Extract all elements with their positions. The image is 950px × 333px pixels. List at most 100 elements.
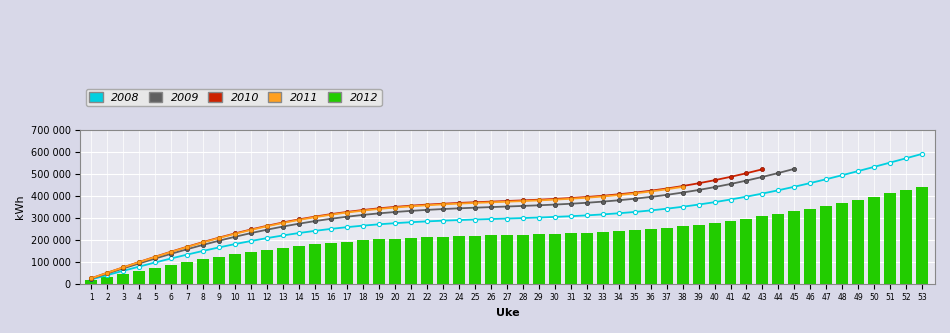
2010 [294,217,305,221]
2009 [118,266,129,270]
2011 [502,200,513,204]
Bar [229,254,241,284]
2010 [517,198,528,202]
2010 [277,220,289,224]
2011 [310,215,321,219]
2009 [102,271,113,275]
2011 [181,245,193,249]
2009 [310,219,321,223]
Bar [102,277,113,284]
2011 [533,198,544,202]
2010 [230,231,241,235]
2010 [118,265,129,269]
2011 [406,204,417,208]
2010 [693,181,704,185]
Bar [868,196,881,284]
2009 [502,204,513,208]
Bar [118,274,129,284]
Bar [181,262,193,284]
2008 [565,214,577,218]
2011 [645,189,656,193]
2009 [294,222,305,226]
Bar [852,200,864,284]
Bar [469,236,481,284]
2011 [102,271,113,275]
2009 [373,211,385,215]
Bar [756,216,769,284]
Line: 2010: 2010 [89,167,765,280]
2010 [549,197,560,201]
2011 [277,221,289,225]
Line: 2011: 2011 [89,185,685,280]
2011 [453,201,465,205]
Bar [245,252,257,284]
2010 [390,205,401,209]
Line: 2009: 2009 [89,167,796,281]
Bar [165,265,178,284]
2010 [469,200,481,204]
Bar [198,259,209,284]
2011 [597,194,608,198]
2010 [421,202,432,206]
Bar [693,225,705,284]
Bar [533,234,544,284]
2010 [661,186,673,190]
2010 [150,255,162,259]
2009 [725,182,736,186]
Bar [805,209,816,284]
2008 [917,152,928,156]
2010 [581,195,593,199]
2009 [326,217,337,221]
2010 [613,192,624,196]
Bar [517,235,529,284]
2009 [453,206,465,210]
Bar [214,257,225,284]
2010 [357,208,369,212]
Bar [836,203,848,284]
Bar [821,206,832,284]
2009 [677,190,689,194]
2010 [533,198,544,202]
2011 [230,232,241,236]
2009 [661,193,673,197]
Bar [740,219,752,284]
2011 [549,198,560,202]
Bar [884,193,896,284]
Bar [133,271,145,284]
Bar [613,231,625,284]
2011 [469,201,481,205]
2011 [485,200,497,204]
2008 [86,277,97,281]
2009 [277,224,289,228]
Bar [294,246,305,284]
2011 [261,224,273,228]
2010 [741,171,752,175]
2010 [181,245,193,249]
2009 [788,167,800,171]
2009 [181,247,193,251]
2009 [214,239,225,243]
2011 [357,208,369,212]
2011 [661,187,673,191]
Line: 2008: 2008 [89,152,924,281]
2010 [134,260,145,264]
Bar [405,238,417,284]
2009 [533,203,544,207]
2010 [709,178,720,182]
2011 [390,205,401,209]
2011 [86,276,97,280]
Bar [325,243,337,284]
2009 [357,213,369,217]
2009 [565,202,577,206]
Bar [772,214,785,284]
2010 [245,227,256,231]
2010 [406,204,417,208]
2009 [597,199,608,203]
X-axis label: Uke: Uke [496,308,520,318]
Bar [645,229,656,284]
2010 [198,240,209,244]
2008 [310,229,321,233]
2010 [261,224,273,228]
2009 [390,210,401,214]
Bar [916,187,928,284]
